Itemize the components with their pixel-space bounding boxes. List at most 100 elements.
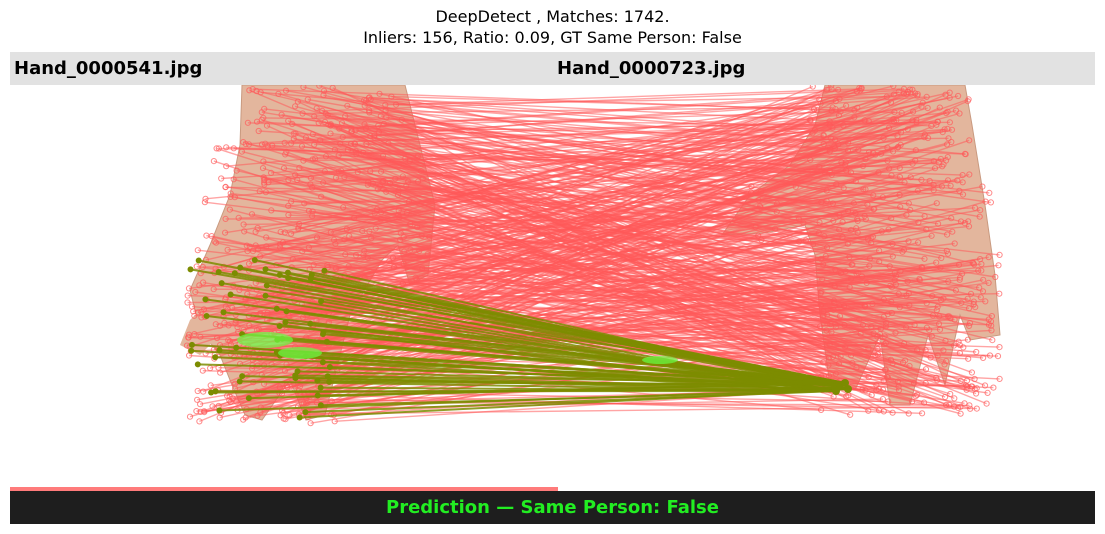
- keypoint-marker: [854, 217, 861, 224]
- keypoint-marker: [210, 286, 217, 293]
- keypoint-marker: [880, 135, 887, 142]
- keypoint-marker: [845, 139, 852, 147]
- keypoint-marker: [856, 316, 863, 323]
- inlier-match-line: [317, 382, 846, 397]
- keypoint-marker: [197, 401, 204, 408]
- keypoint-marker: [338, 119, 346, 127]
- keypoint-marker: [261, 181, 268, 188]
- keypoint-marker: [888, 298, 895, 305]
- inlier-match-line: [322, 333, 846, 384]
- keypoint-marker: [185, 334, 192, 341]
- outlier-match-line: [256, 90, 974, 265]
- keypoint-marker: [897, 268, 904, 275]
- keypoint-marker: [946, 89, 953, 96]
- keypoint-marker: [933, 200, 940, 207]
- keypoint-marker: [818, 406, 825, 413]
- keypoint-marker: [889, 253, 896, 260]
- keypoint-marker: [307, 174, 314, 182]
- outlier-match-line: [294, 228, 889, 302]
- keypoint-marker: [896, 191, 903, 199]
- keypoint-marker: [847, 169, 855, 176]
- inlier-keypoint: [212, 354, 219, 361]
- keypoint-marker: [959, 179, 966, 186]
- keypoint-marker: [886, 263, 893, 270]
- keypoint-marker: [930, 181, 937, 189]
- keypoint-marker: [989, 337, 996, 344]
- keypoint-marker: [246, 87, 253, 94]
- keypoint-marker: [832, 324, 839, 331]
- keypoint-marker: [949, 228, 956, 235]
- keypoint-marker: [258, 109, 265, 116]
- keypoint-marker: [958, 299, 965, 306]
- keypoint-marker: [881, 341, 888, 348]
- keypoint-marker: [986, 189, 993, 197]
- keypoint-marker: [967, 405, 974, 412]
- outlier-match-line: [227, 232, 819, 251]
- outlier-match-line: [315, 136, 925, 346]
- keypoint-marker: [827, 135, 835, 142]
- keypoint-marker: [960, 344, 967, 351]
- inlier-keypoint: [263, 282, 270, 289]
- keypoint-marker: [201, 199, 208, 206]
- keypoint-marker: [402, 155, 409, 162]
- keypoint-marker: [988, 327, 995, 334]
- keypoint-marker: [320, 87, 328, 94]
- keypoint-marker: [943, 358, 950, 365]
- filename-header: Hand_0000541.jpg Hand_0000723.jpg: [10, 52, 1095, 85]
- keypoint-marker: [186, 331, 193, 338]
- keypoint-marker: [230, 145, 237, 152]
- keypoint-marker: [200, 279, 207, 286]
- keypoint-marker: [241, 228, 248, 235]
- keypoint-marker: [330, 236, 338, 243]
- keypoint-marker: [847, 411, 854, 418]
- keypoint-marker: [982, 298, 989, 305]
- inlier-keypoint: [314, 392, 321, 399]
- hand-images-with-matches: [10, 85, 1003, 491]
- keypoint-marker: [832, 106, 839, 113]
- outlier-match-line: [369, 111, 874, 196]
- inlier-keypoint: [294, 368, 301, 375]
- keypoint-marker: [198, 308, 205, 315]
- inlier-keypoint: [302, 409, 309, 416]
- keypoint-marker: [871, 205, 878, 212]
- keypoint-marker: [380, 120, 387, 128]
- keypoint-marker: [232, 380, 239, 387]
- keypoint-marker: [835, 86, 842, 93]
- inlier-keypoint: [208, 389, 215, 396]
- keypoint-marker: [910, 108, 917, 115]
- keypoint-marker: [336, 125, 343, 132]
- keypoint-marker: [895, 290, 902, 297]
- keypoint-marker: [316, 85, 323, 89]
- keypoint-marker: [301, 200, 308, 207]
- outlier-match-line: [396, 96, 887, 106]
- keypoint-marker: [966, 171, 973, 178]
- keypoint-marker: [307, 420, 314, 427]
- keypoint-marker: [361, 247, 368, 255]
- keypoint-marker: [918, 176, 925, 184]
- keypoint-marker: [245, 260, 253, 267]
- inlier-keypoint: [321, 267, 328, 274]
- inlier-keypoint: [844, 385, 852, 393]
- inlier-keypoint: [285, 275, 292, 282]
- keypoint-marker: [970, 260, 977, 267]
- keypoint-marker: [184, 299, 191, 306]
- keypoint-marker: [977, 207, 984, 214]
- keypoint-marker: [185, 285, 193, 292]
- outlier-match-line: [189, 354, 961, 408]
- keypoint-marker: [285, 211, 292, 219]
- keypoint-marker: [261, 177, 268, 184]
- inlier-match-line: [239, 380, 837, 392]
- outlier-match-line: [302, 106, 833, 115]
- figure-title: DeepDetect , Matches: 1742. Inliers: 156…: [0, 6, 1105, 48]
- keypoint-marker: [933, 374, 940, 381]
- inlier-keypoint: [319, 359, 326, 366]
- outlier-match-line: [297, 179, 975, 380]
- keypoint-marker: [913, 119, 920, 126]
- keypoint-marker: [200, 388, 207, 395]
- outlier-match-line: [316, 107, 945, 366]
- keypoint-marker: [366, 109, 373, 116]
- keypoint-marker: [231, 194, 238, 201]
- keypoint-marker: [377, 113, 384, 120]
- keypoint-marker: [215, 145, 222, 152]
- keypoint-marker: [980, 276, 987, 283]
